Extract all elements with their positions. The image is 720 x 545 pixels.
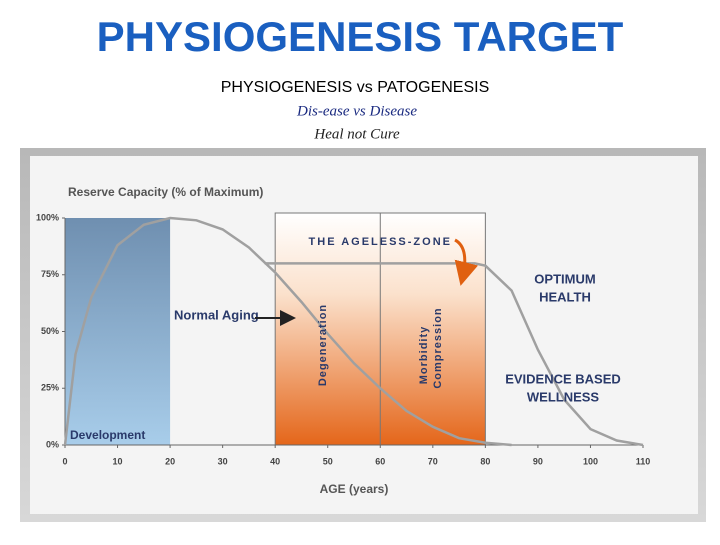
annotation: Degeneration xyxy=(317,304,329,386)
y-tick-label: 75% xyxy=(41,269,59,279)
annotation: Compression xyxy=(432,307,444,388)
tagline: Heal not Cure xyxy=(313,126,400,142)
annotation: HEALTH xyxy=(539,289,591,304)
slide-subtitle: PHYSIOGENESIS vs PATOGENESIS xyxy=(221,79,490,96)
y-tick-label: 100% xyxy=(36,212,59,222)
y-tick-label: 25% xyxy=(41,383,59,393)
x-tick-label: 20 xyxy=(165,456,175,466)
x-tick-label: 80 xyxy=(480,456,490,466)
annotation: Morbidity xyxy=(418,326,430,385)
y-tick-label: 0% xyxy=(46,439,59,449)
x-tick-label: 110 xyxy=(636,456,651,466)
x-tick-label: 60 xyxy=(375,456,385,466)
tagline: Dis-ease vs Disease xyxy=(296,103,417,119)
annotation: OPTIMUM xyxy=(534,271,595,286)
slide-title: PHYSIOGENESIS TARGET xyxy=(97,13,624,60)
arrow xyxy=(454,238,479,286)
series-line xyxy=(63,216,512,447)
series-line xyxy=(264,262,644,447)
x-tick-label: 100 xyxy=(583,456,598,466)
region-label: THE AGELESS-ZONE xyxy=(309,236,452,248)
x-tick-label: 70 xyxy=(428,456,438,466)
x-tick-label: 90 xyxy=(533,456,543,466)
x-tick-label: 10 xyxy=(113,456,123,466)
x-tick-label: 50 xyxy=(323,456,333,466)
x-tick-label: 30 xyxy=(218,456,228,466)
series-label: Normal Aging xyxy=(174,307,259,322)
annotation: EVIDENCE BASED xyxy=(505,371,621,386)
x-tick-label: 40 xyxy=(270,456,280,466)
y-tick-label: 50% xyxy=(41,326,59,336)
annotation: WELLNESS xyxy=(527,389,600,404)
region-label: Development xyxy=(70,428,145,442)
y-axis-label: Reserve Capacity (% of Maximum) xyxy=(68,185,263,199)
chart: Development THE AGELESS-ZONE 0% 25% 50% 75% 10… xyxy=(36,185,650,496)
x-axis-label: AGE (years) xyxy=(320,482,389,496)
x-tick-label: 0 xyxy=(62,456,67,466)
